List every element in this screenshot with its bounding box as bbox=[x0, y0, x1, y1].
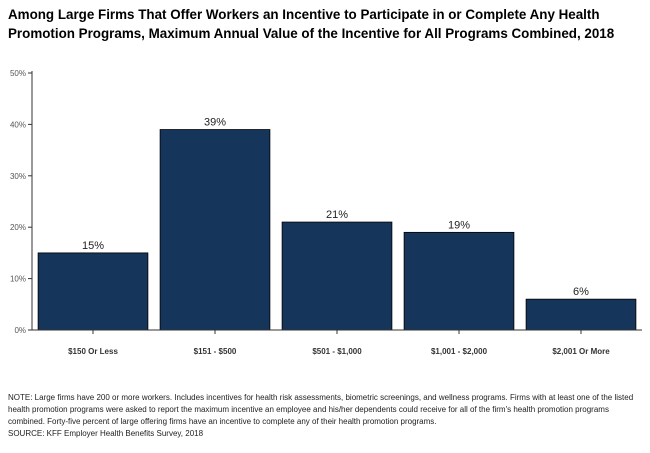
bar bbox=[281, 221, 393, 331]
bars: 15% 39% 21% 19% 6% bbox=[37, 117, 637, 331]
x-tick-label: $151 - $500 bbox=[194, 347, 237, 356]
x-tick-label: $1,001 - $2,000 bbox=[431, 347, 488, 356]
data-label: 19% bbox=[448, 219, 470, 231]
data-label: 39% bbox=[204, 117, 226, 129]
x-tick-label: $2,001 Or More bbox=[552, 347, 610, 356]
x-tick-label: $150 Or Less bbox=[68, 347, 118, 356]
x-tick-label: $501 - $1,000 bbox=[312, 347, 362, 356]
y-tick-label: 30% bbox=[10, 172, 26, 181]
note-text: NOTE: Large firms have 200 or more worke… bbox=[8, 393, 634, 426]
data-label: 15% bbox=[82, 240, 104, 252]
bar-chart: 0% 10% 20% 30% 40% 50% 15% 39% 21% 19% 6% $150 Or… bbox=[10, 69, 642, 356]
notes: NOTE: Large firms have 200 or more worke… bbox=[8, 392, 638, 440]
bar bbox=[525, 298, 637, 331]
y-tick-label: 50% bbox=[10, 69, 26, 78]
bar bbox=[159, 129, 271, 331]
y-tick-label: 40% bbox=[10, 120, 26, 129]
bar bbox=[37, 252, 149, 331]
y-tick-label: 0% bbox=[14, 326, 26, 335]
y-axis: 0% 10% 20% 30% 40% 50% bbox=[10, 69, 33, 335]
data-label: 21% bbox=[326, 209, 348, 221]
source-text: SOURCE: KFF Employer Health Benefits Sur… bbox=[8, 429, 204, 438]
y-tick-label: 20% bbox=[10, 223, 26, 232]
y-tick-label: 10% bbox=[10, 275, 26, 284]
bar bbox=[403, 231, 515, 331]
chart-title: Among Large Firms That Offer Workers an … bbox=[8, 7, 615, 41]
x-axis: $150 Or Less $151 - $500 $501 - $1,000 $1,0… bbox=[32, 329, 642, 356]
data-label: 6% bbox=[573, 286, 589, 298]
